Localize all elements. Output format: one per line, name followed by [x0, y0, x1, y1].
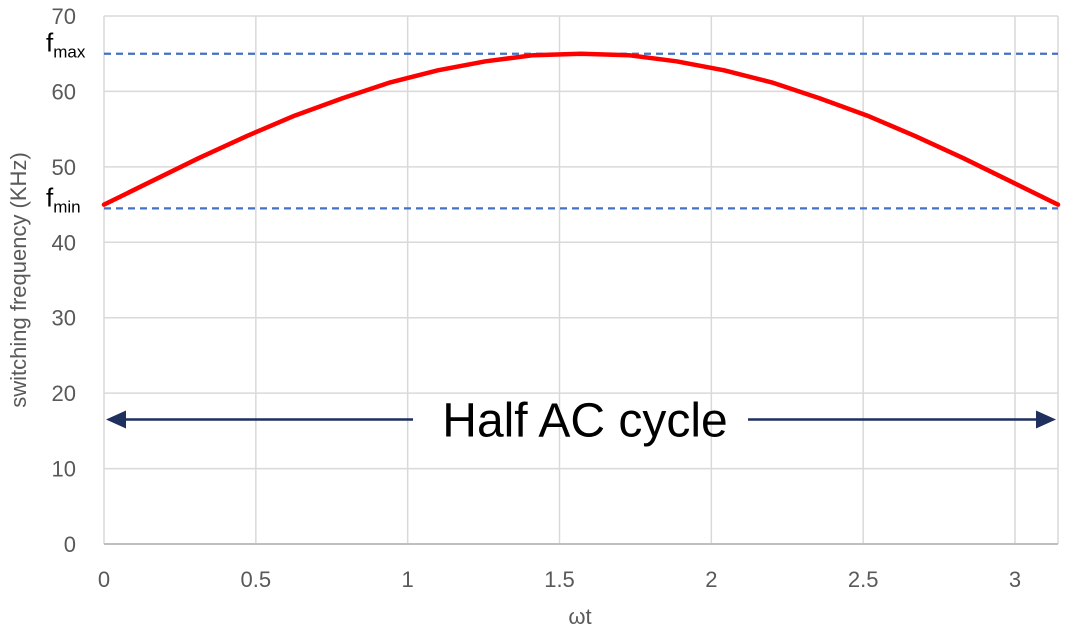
reference-lines: fmax fmin	[46, 28, 1058, 216]
reference-label-min: fmin	[46, 182, 81, 216]
grid	[103, 15, 1059, 545]
x-axis-ticks: 0 0.5 1 1.5 2 2.5 3	[98, 567, 1021, 592]
y-tick-label: 30	[52, 306, 76, 331]
x-tick-label: 0.5	[241, 567, 272, 592]
x-axis-title: ωt	[568, 604, 591, 629]
y-tick-label: 20	[52, 381, 76, 406]
annotation-text: Half AC cycle	[442, 395, 727, 448]
series-layer	[101, 51, 1061, 207]
y-tick-label: 0	[64, 532, 76, 557]
half-cycle-annotation: Half AC cycle	[106, 395, 1056, 448]
y-axis-ticks: 0 10 20 30 40 50 60 70	[52, 4, 76, 557]
y-tick-label: 10	[52, 457, 76, 482]
reference-label-max: fmax	[46, 28, 86, 62]
x-tick-label: 1.5	[544, 567, 575, 592]
x-tick-label: 1	[402, 567, 414, 592]
x-tick-label: 0	[98, 567, 110, 592]
x-tick-label: 2.5	[848, 567, 879, 592]
series-line	[101, 51, 1061, 207]
y-tick-label: 70	[52, 4, 76, 29]
x-tick-label: 2	[705, 567, 717, 592]
arrowhead-right-icon	[1036, 410, 1056, 429]
y-tick-label: 50	[52, 155, 76, 180]
x-tick-label: 3	[1009, 567, 1021, 592]
y-tick-label: 40	[52, 230, 76, 255]
arrowhead-left-icon	[106, 410, 126, 429]
y-axis-title: switching frequency (KHz)	[6, 152, 31, 408]
y-tick-label: 60	[52, 79, 76, 104]
